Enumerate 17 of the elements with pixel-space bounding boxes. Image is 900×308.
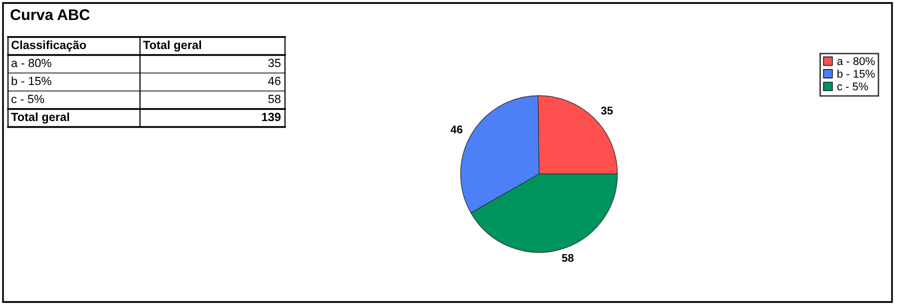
data-label: 35 — [600, 106, 613, 115]
text: 35 — [268, 58, 281, 68]
text: 139 — [262, 112, 281, 122]
category-label: b - 15% — [12, 76, 52, 86]
text: Total geral — [143, 40, 201, 52]
text: 58 — [268, 94, 280, 104]
category-label: a - 80% — [12, 58, 52, 68]
data-label: 46 — [450, 125, 462, 134]
text: 46 — [268, 76, 280, 86]
text: Total geral — [11, 112, 69, 124]
legend-label: a - 80% — [837, 57, 875, 66]
text: Curva ABC — [10, 9, 90, 20]
legend-label: b - 15% — [838, 70, 875, 78]
category-label: c - 5% — [12, 94, 44, 104]
legend-label: c - 5% — [837, 82, 868, 90]
text: Classificação — [11, 40, 86, 52]
data-label: 58 — [562, 254, 574, 262]
